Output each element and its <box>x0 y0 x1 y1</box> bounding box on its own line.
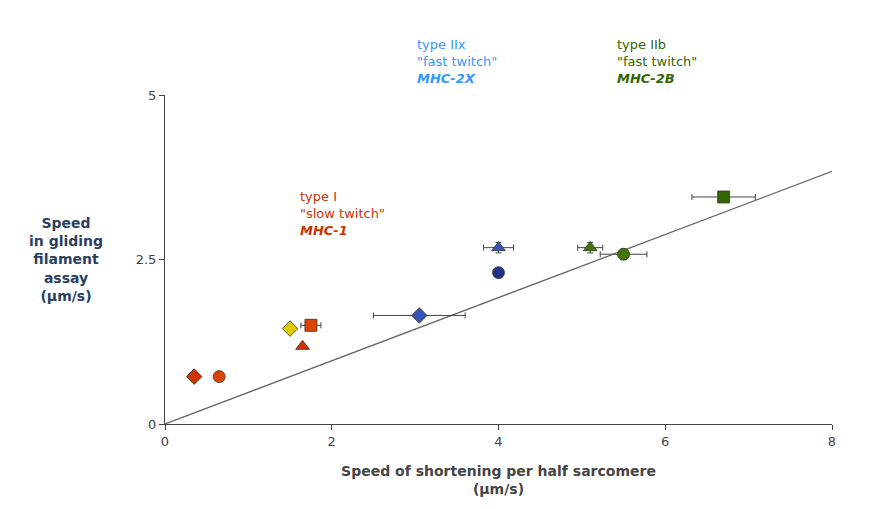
svg-text:type I"slow twitch"MHC-1: type I"slow twitch"MHC-1 <box>300 189 385 238</box>
svg-text:type IIx"fast twitch"MHC-2X: type IIx"fast twitch"MHC-2X <box>417 37 497 86</box>
svg-text:Speed of shortening per half s: Speed of shortening per half sarcomere(μ… <box>341 463 656 497</box>
svg-text:8: 8 <box>828 434 836 449</box>
svg-text:5: 5 <box>148 88 156 103</box>
svg-text:type IIb"fast twitch"MHC-2B: type IIb"fast twitch"MHC-2B <box>617 37 697 86</box>
svg-text:Speedin glidingfilamentassay(μ: Speedin glidingfilamentassay(μm/s) <box>29 215 103 304</box>
svg-text:2: 2 <box>328 434 336 449</box>
svg-text:0: 0 <box>161 434 169 449</box>
svg-text:0: 0 <box>148 417 156 432</box>
svg-text:4: 4 <box>494 434 502 449</box>
svg-text:6: 6 <box>661 434 669 449</box>
svg-text:2.5: 2.5 <box>136 252 157 267</box>
